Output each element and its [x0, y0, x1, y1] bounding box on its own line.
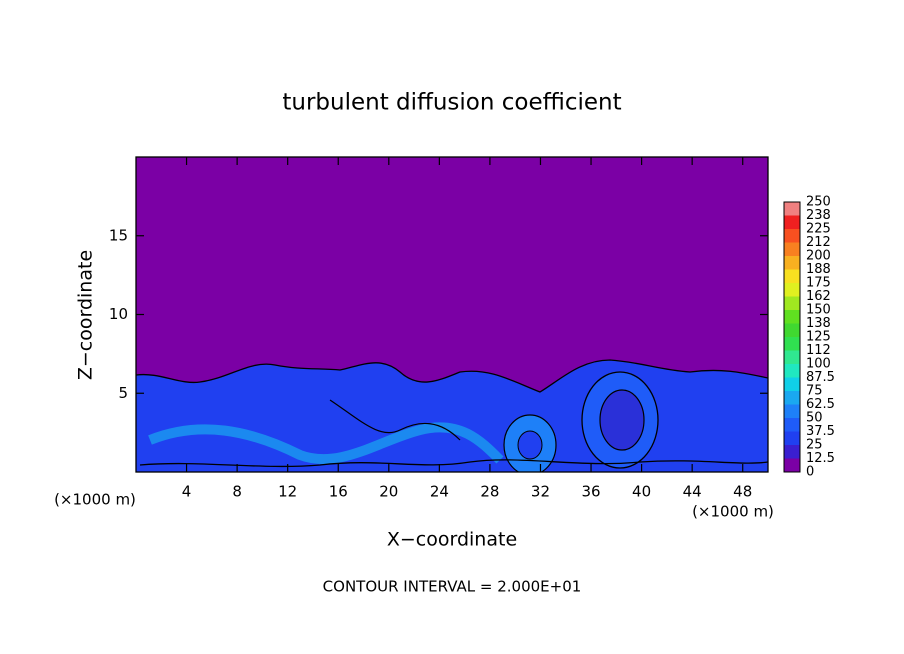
field-region	[148, 422, 504, 465]
colorbar-label: 62.5	[806, 397, 835, 412]
field-region	[599, 389, 645, 451]
colorbar-label: 25	[806, 438, 823, 453]
colorbar-label: 12.5	[806, 451, 835, 466]
colorbar-swatch	[784, 377, 800, 391]
colorbar-swatch	[784, 296, 800, 310]
contour-line	[329, 399, 461, 441]
y-tick-label: 5	[118, 384, 128, 402]
colorbar-swatch	[784, 458, 800, 472]
colorbar-label: 175	[806, 276, 831, 291]
colorbar-swatch	[784, 283, 800, 297]
x-tick-label: 28	[480, 483, 499, 501]
colorbar-label: 0	[806, 465, 814, 480]
colorbar-swatch	[784, 202, 800, 216]
colorbar-swatch	[784, 310, 800, 324]
contour-line	[136, 359, 768, 393]
colorbar-label: 225	[806, 222, 831, 237]
x-tick-label: 20	[379, 483, 398, 501]
x-unit: (×1000 m)	[692, 503, 774, 521]
colorbar-label: 238	[806, 208, 831, 223]
y-axis-label: Z−coordinate	[75, 250, 97, 380]
colorbar-swatch	[784, 404, 800, 418]
field-region	[517, 430, 543, 460]
colorbar-swatch	[784, 445, 800, 459]
chart-title: turbulent diffusion coefficient	[282, 90, 621, 116]
field	[136, 157, 768, 472]
colorbar-swatch	[784, 337, 800, 351]
x-tick-label: 32	[531, 483, 550, 501]
field-region	[136, 360, 768, 472]
colorbar-label: 250	[806, 195, 831, 210]
colorbar-swatch	[784, 364, 800, 378]
x-tick-label: 16	[329, 483, 348, 501]
colorbar-label: 138	[806, 316, 831, 331]
x-tick-label: 48	[733, 483, 752, 501]
x-tick-label: 24	[430, 483, 449, 501]
y-tick-label: 15	[109, 226, 128, 244]
colorbar-label: 50	[806, 411, 823, 426]
colorbar-label: 87.5	[806, 370, 835, 385]
colorbar-swatch	[784, 323, 800, 337]
colorbar-swatch	[784, 418, 800, 432]
x-tick-label: 12	[278, 483, 297, 501]
colorbar-swatch	[784, 269, 800, 283]
x-unit: (×1000 m)	[54, 491, 136, 509]
colorbar-swatch	[784, 229, 800, 243]
colorbar-label: 200	[806, 249, 831, 264]
colorbar-swatch	[784, 242, 800, 256]
colorbar-swatch	[784, 391, 800, 405]
colorbar-swatch	[784, 350, 800, 364]
colorbar-label: 212	[806, 235, 831, 250]
x-tick-label: 36	[581, 483, 600, 501]
x-tick-label: 44	[683, 483, 702, 501]
colorbar-label: 162	[806, 289, 831, 304]
x-tick-label: 40	[632, 483, 651, 501]
colorbar-label: 150	[806, 303, 831, 318]
y-tick-label: 10	[109, 305, 128, 323]
contour-line	[139, 459, 768, 468]
footnote: CONTOUR INTERVAL = 2.000E+01	[323, 578, 582, 596]
x-axis-label: X−coordinate	[387, 529, 517, 551]
colorbar-frame	[783, 201, 801, 473]
x-tick-label: 4	[182, 483, 192, 501]
colorbar-label: 37.5	[806, 424, 835, 439]
colorbar-swatch	[784, 256, 800, 270]
colorbar-swatch	[784, 215, 800, 229]
colorbar-label: 125	[806, 330, 831, 345]
colorbar-label: 112	[806, 343, 831, 358]
colorbar-label: 188	[806, 262, 831, 277]
x-tick-label: 8	[232, 483, 242, 501]
colorbar-label: 75	[806, 384, 823, 399]
colorbar-swatch	[784, 431, 800, 445]
colorbar-label: 100	[806, 357, 831, 372]
